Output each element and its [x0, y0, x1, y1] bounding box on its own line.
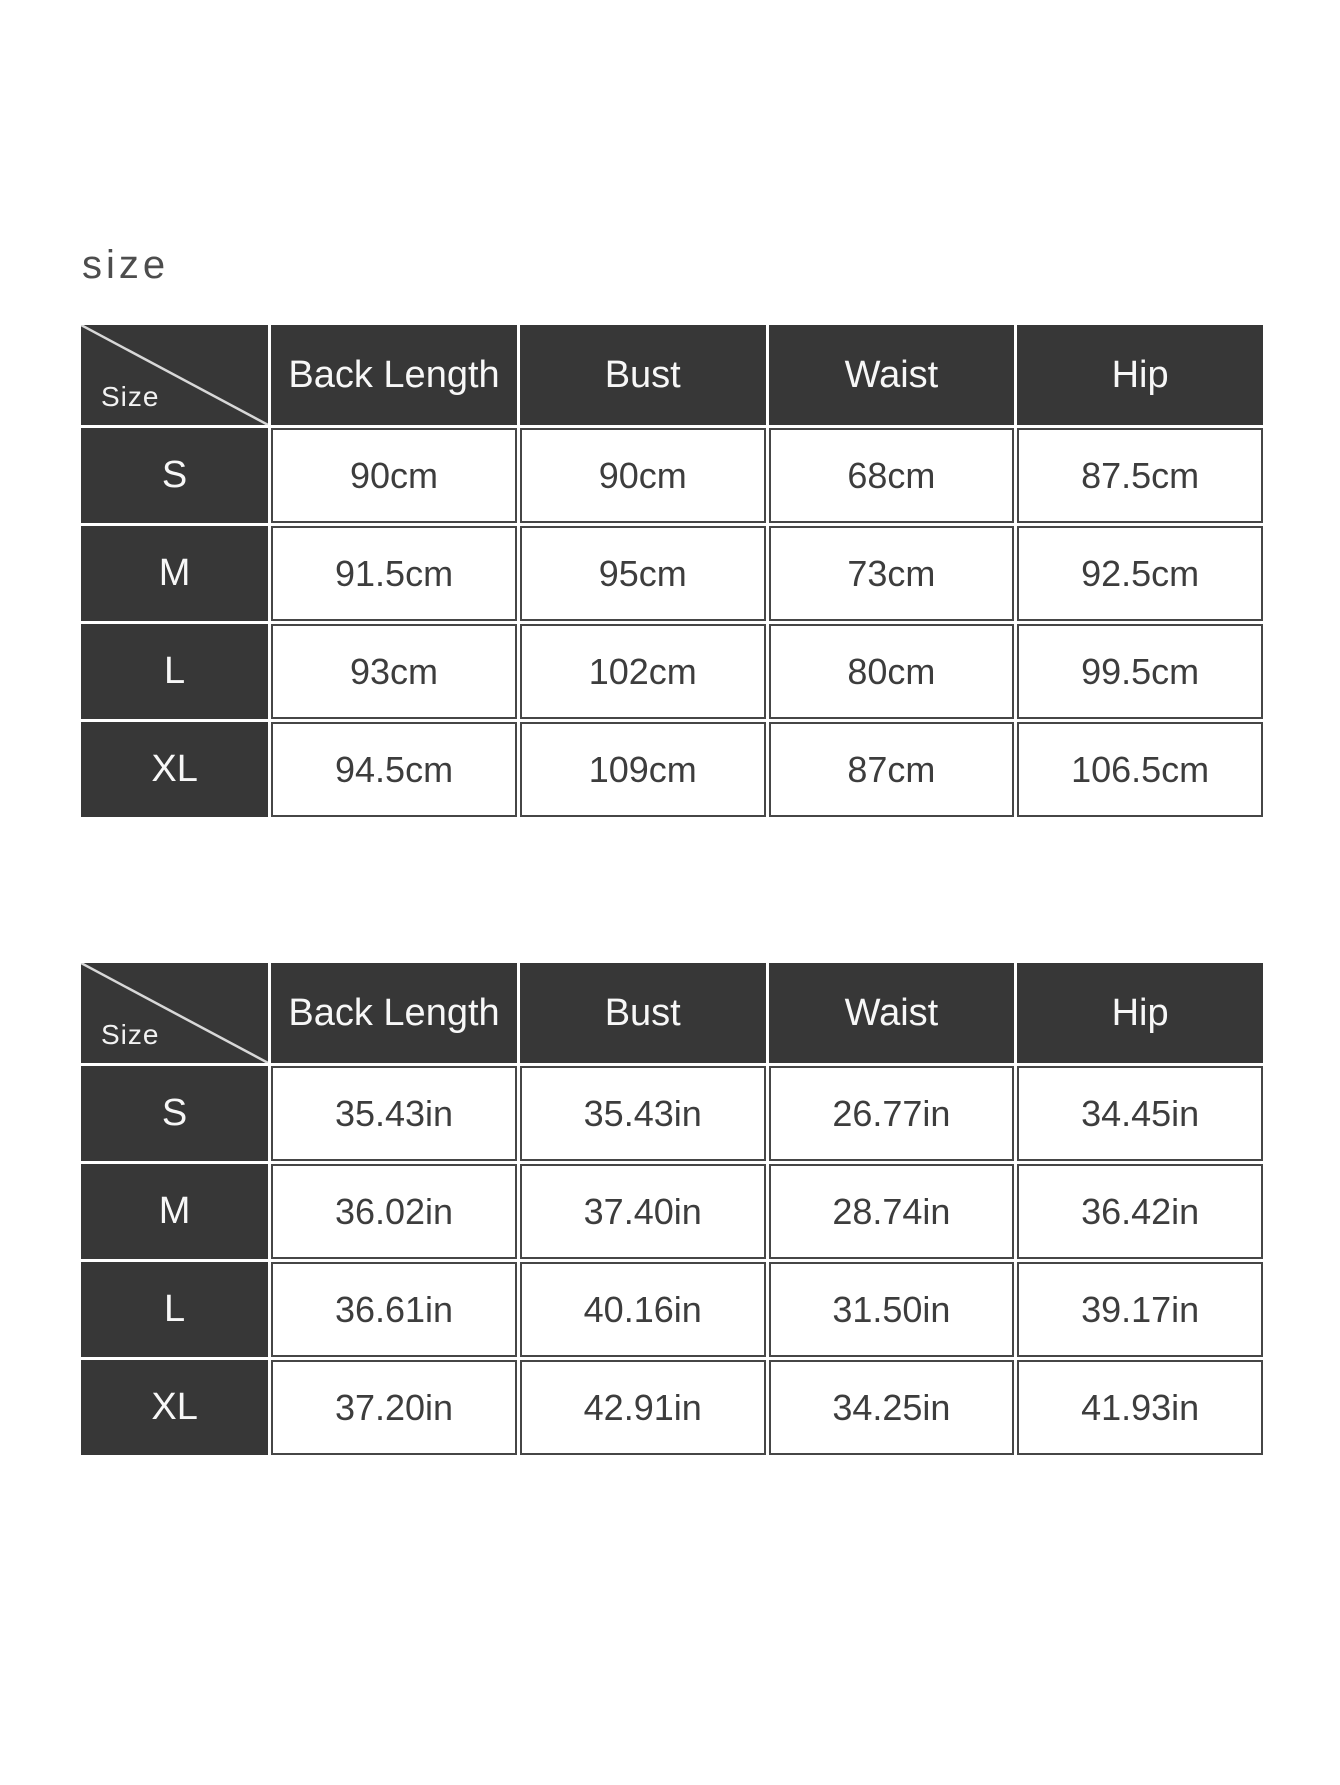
- row-header-size: XL: [81, 722, 269, 817]
- measurement-cell: 36.61in: [271, 1262, 517, 1357]
- table-row: XL 94.5cm 109cm 87cm 106.5cm: [81, 722, 1263, 817]
- table-row: S 90cm 90cm 68cm 87.5cm: [81, 428, 1263, 523]
- measurement-cell: 35.43in: [519, 1066, 766, 1161]
- corner-label: Size: [101, 381, 160, 412]
- row-header-size: S: [81, 1066, 269, 1161]
- measurement-cell: 40.16in: [519, 1262, 766, 1357]
- measurement-cell: 95cm: [519, 526, 766, 621]
- table-row: L 93cm 102cm 80cm 99.5cm: [81, 624, 1263, 719]
- column-header-waist: Waist: [768, 963, 1015, 1063]
- measurement-cell: 106.5cm: [1017, 722, 1263, 817]
- page-title: size: [82, 243, 170, 287]
- measurement-cell: 37.40in: [519, 1164, 766, 1259]
- table-row: L 36.61in 40.16in 31.50in 39.17in: [81, 1262, 1263, 1357]
- corner-label: Size: [101, 1019, 160, 1050]
- measurement-cell: 68cm: [768, 428, 1015, 523]
- table-header-row: Size Back Length Bust Waist Hip: [81, 963, 1263, 1063]
- measurement-cell: 39.17in: [1017, 1262, 1263, 1357]
- size-table-cm: Size Back Length Bust Waist Hip S 90cm 9…: [78, 322, 1266, 820]
- column-header-bust: Bust: [519, 325, 766, 425]
- column-header-back-length: Back Length: [271, 325, 517, 425]
- corner-header-cell: Size: [81, 325, 269, 425]
- measurement-cell: 73cm: [768, 526, 1015, 621]
- measurement-cell: 26.77in: [768, 1066, 1015, 1161]
- size-table-in: Size Back Length Bust Waist Hip S 35.43i…: [78, 960, 1266, 1458]
- measurement-cell: 87.5cm: [1017, 428, 1263, 523]
- measurement-cell: 94.5cm: [271, 722, 517, 817]
- table-row: S 35.43in 35.43in 26.77in 34.45in: [81, 1066, 1263, 1161]
- measurement-cell: 36.42in: [1017, 1164, 1263, 1259]
- measurement-cell: 41.93in: [1017, 1360, 1263, 1455]
- measurement-cell: 99.5cm: [1017, 624, 1263, 719]
- row-header-size: XL: [81, 1360, 269, 1455]
- table-header-row: Size Back Length Bust Waist Hip: [81, 325, 1263, 425]
- diagonal-line: [81, 325, 269, 425]
- table-row: M 91.5cm 95cm 73cm 92.5cm: [81, 526, 1263, 621]
- diagonal-line: [81, 963, 269, 1063]
- row-header-size: L: [81, 1262, 269, 1357]
- measurement-cell: 35.43in: [271, 1066, 517, 1161]
- measurement-cell: 92.5cm: [1017, 526, 1263, 621]
- column-header-bust: Bust: [519, 963, 766, 1063]
- measurement-cell: 90cm: [271, 428, 517, 523]
- measurement-cell: 28.74in: [768, 1164, 1015, 1259]
- measurement-cell: 102cm: [519, 624, 766, 719]
- measurement-cell: 109cm: [519, 722, 766, 817]
- measurement-cell: 34.25in: [768, 1360, 1015, 1455]
- table-row: XL 37.20in 42.91in 34.25in 41.93in: [81, 1360, 1263, 1455]
- row-header-size: M: [81, 1164, 269, 1259]
- row-header-size: S: [81, 428, 269, 523]
- table-row: M 36.02in 37.40in 28.74in 36.42in: [81, 1164, 1263, 1259]
- measurement-cell: 80cm: [768, 624, 1015, 719]
- measurement-cell: 36.02in: [271, 1164, 517, 1259]
- column-header-waist: Waist: [768, 325, 1015, 425]
- measurement-cell: 90cm: [519, 428, 766, 523]
- row-header-size: M: [81, 526, 269, 621]
- measurement-cell: 31.50in: [768, 1262, 1015, 1357]
- measurement-cell: 34.45in: [1017, 1066, 1263, 1161]
- column-header-hip: Hip: [1017, 325, 1263, 425]
- measurement-cell: 87cm: [768, 722, 1015, 817]
- row-header-size: L: [81, 624, 269, 719]
- corner-header-cell: Size: [81, 963, 269, 1063]
- measurement-cell: 42.91in: [519, 1360, 766, 1455]
- measurement-cell: 91.5cm: [271, 526, 517, 621]
- column-header-hip: Hip: [1017, 963, 1263, 1063]
- column-header-back-length: Back Length: [271, 963, 517, 1063]
- measurement-cell: 93cm: [271, 624, 517, 719]
- measurement-cell: 37.20in: [271, 1360, 517, 1455]
